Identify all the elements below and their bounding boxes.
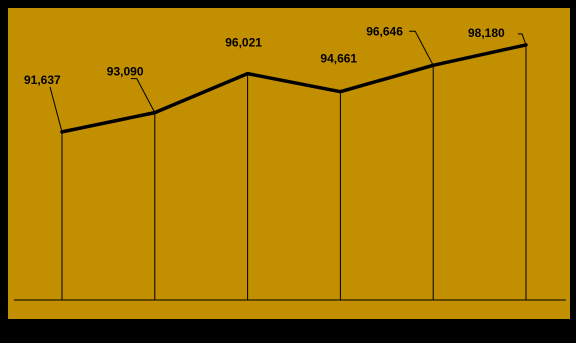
x-tick-label-2014: 2014	[41, 323, 84, 343]
data-label-2017: 94,661	[320, 52, 357, 66]
x-tick-label-2016: 2016	[226, 323, 268, 343]
series-line	[60, 43, 528, 134]
data-label-2018: 96,646	[366, 24, 403, 38]
data-label-2019: 98,180	[468, 26, 505, 40]
x-tick-label-2017: 2017	[319, 323, 361, 343]
x-tick-label-2018: 2018	[412, 323, 454, 343]
x-tick-label-2019: 2019	[505, 323, 547, 343]
drop-lines	[61, 44, 527, 300]
data-label-2015: 93,090	[107, 65, 144, 79]
data-label-2016: 96,021	[225, 36, 262, 50]
data-labels: 91,637 93,090 96,021 94,661 96,646 98,180	[24, 24, 505, 87]
leader-line-2019	[518, 33, 527, 46]
plot-background	[8, 8, 570, 319]
leader-line-2018	[409, 30, 434, 66]
leader-line-2014	[49, 86, 63, 133]
x-axis-tick-labels: 2014 2015 2016 2017 2018 2019	[41, 323, 547, 343]
leader-lines	[49, 30, 527, 133]
leader-line-2015	[130, 78, 156, 113]
x-tick-label-2015: 2015	[134, 323, 176, 343]
data-label-2014: 91,637	[24, 73, 61, 87]
